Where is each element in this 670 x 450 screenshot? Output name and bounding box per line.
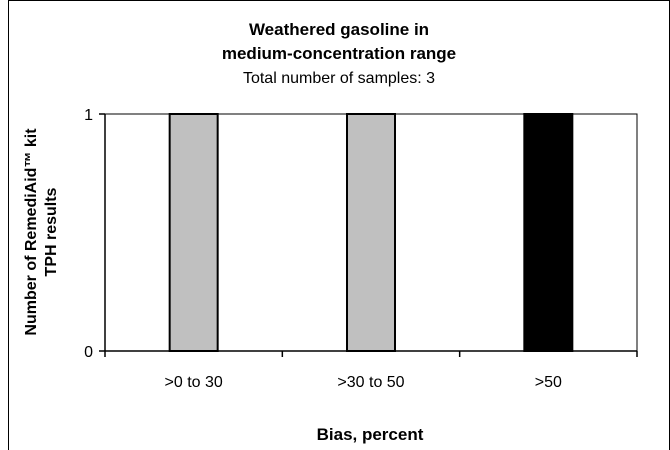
chart-subtitle: Total number of samples: 3 [243,70,435,87]
y-tick-label-0: 0 [84,344,93,361]
x-tick-label-2: >50 [535,374,562,391]
chart-title-line2: medium-concentration range [222,44,456,63]
x-axis-label: Bias, percent [317,425,424,444]
y-axis-label-line1: Number of RemediAid™ kit [23,128,40,336]
chart-title-line1: Weathered gasoline in [249,20,429,39]
x-tick-label-0: >0 to 30 [165,374,223,391]
x-tick-label-1: >30 to 50 [337,374,404,391]
y-tick-label-1: 1 [84,107,93,124]
bar-2 [523,113,574,352]
bar-1 [346,113,396,352]
bar-0 [168,113,219,352]
y-axis-label-line2: TPH results [43,187,60,276]
